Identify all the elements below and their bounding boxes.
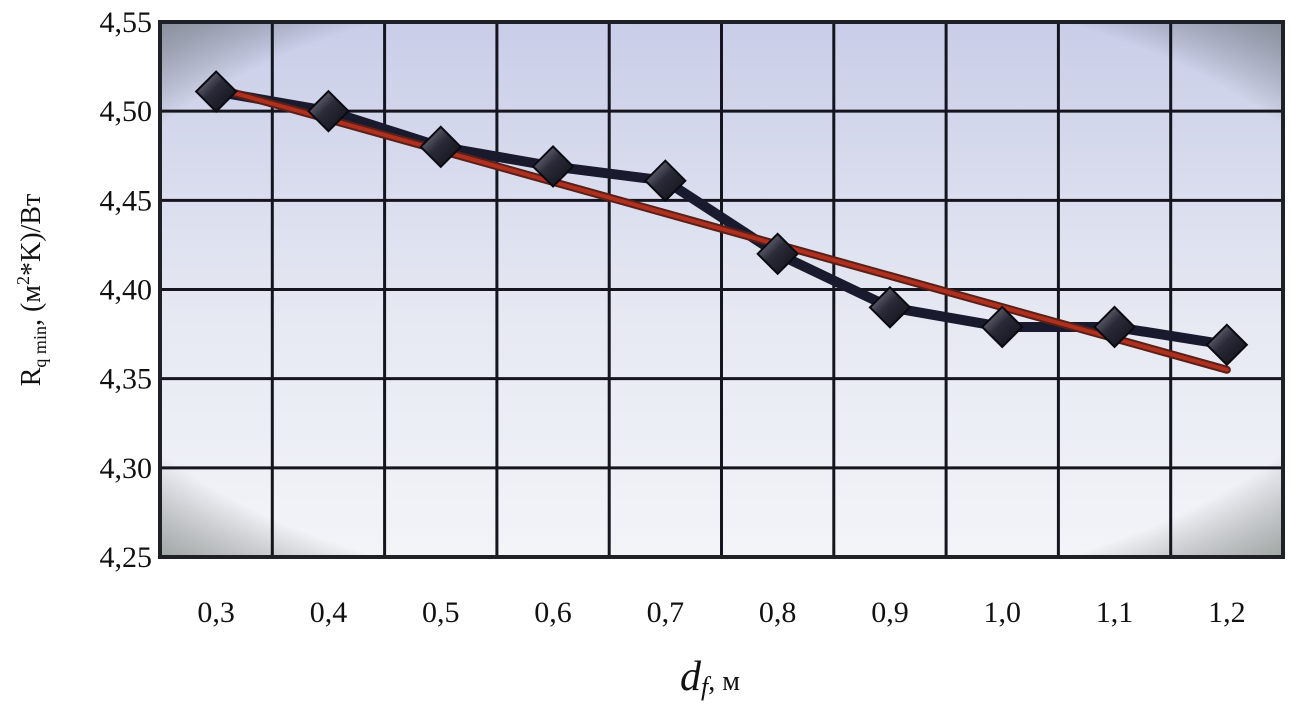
- y-axis-title: Rq min, (м2*K)/Вт: [13, 194, 50, 387]
- y-tick-label: 4,50: [100, 95, 153, 128]
- y-axis-title-main: R: [16, 367, 47, 386]
- x-tick-label: 0,7: [647, 596, 685, 629]
- y-axis-title-unit-prefix: , (м: [16, 285, 47, 326]
- x-tick-label: 0,9: [871, 596, 909, 629]
- data-point-marker: [643, 159, 687, 203]
- y-axis-tick-labels: 4,55 4,50 4,45 4,40 4,35 4,30 4,25: [100, 6, 153, 574]
- y-axis-title-unit-sup: 2: [13, 276, 33, 285]
- data-point-marker: [980, 305, 1024, 349]
- y-tick-label: 4,30: [100, 452, 153, 485]
- data-point-marker: [756, 232, 800, 276]
- x-tick-label: 1,2: [1208, 596, 1246, 629]
- x-axis-title-sub: f: [701, 672, 712, 701]
- data-point-marker: [419, 125, 463, 169]
- x-tick-label: 0,8: [759, 596, 797, 629]
- data-point-marker: [194, 70, 238, 113]
- y-axis-title-sub: q min: [30, 326, 50, 368]
- plot-frame: [158, 20, 1285, 559]
- y-tick-label: 4,35: [100, 363, 153, 396]
- x-tick-label: 0,6: [534, 596, 572, 629]
- x-axis-title-unit: , м: [708, 666, 740, 697]
- y-tick-label: 4,25: [100, 541, 153, 574]
- y-tick-label: 4,40: [100, 274, 153, 307]
- x-tick-label: 1,0: [984, 596, 1022, 629]
- x-axis-tick-labels: 0,3 0,4 0,5 0,6 0,7 0,8 0,9 1,0 1,1 1,2: [197, 596, 1245, 629]
- data-point-marker: [868, 285, 912, 329]
- series-layer: [194, 70, 1249, 374]
- data-point-marker: [1205, 323, 1249, 367]
- x-tick-label: 0,5: [422, 596, 460, 629]
- x-axis-title: df, м: [680, 654, 740, 701]
- y-axis-title-unit-suffix: *K)/Вт: [16, 194, 47, 276]
- series-line-data: [211, 86, 1232, 350]
- y-tick-label: 4,45: [100, 184, 153, 217]
- data-point-marker: [1093, 305, 1136, 349]
- series-line-trend-highlight: [214, 85, 1229, 372]
- data-point-marker: [307, 89, 350, 133]
- x-tick-label: 1,1: [1096, 596, 1134, 629]
- x-tick-label: 0,4: [310, 596, 348, 629]
- x-tick-label: 0,3: [197, 596, 235, 629]
- x-axis-title-main: d: [680, 654, 702, 700]
- data-point-marker: [531, 145, 575, 188]
- y-tick-label: 4,55: [100, 6, 153, 39]
